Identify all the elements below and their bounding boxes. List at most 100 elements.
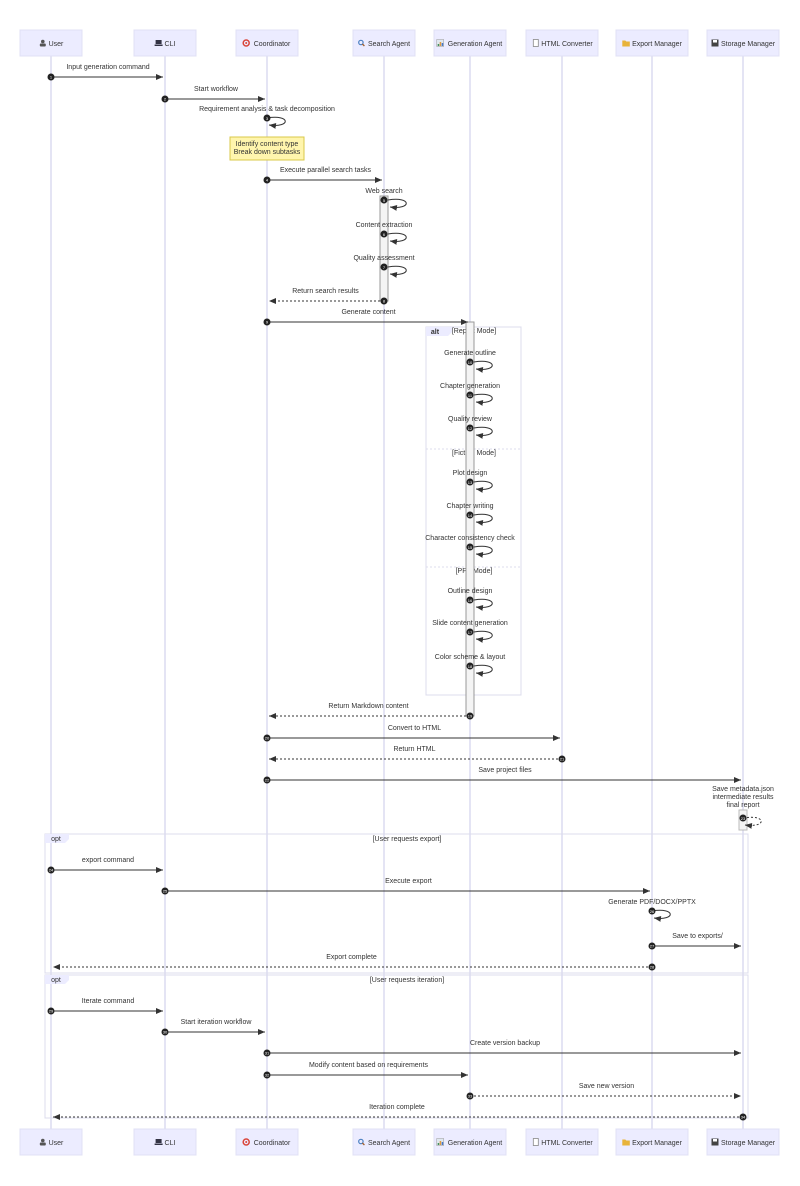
participant-label: Generation Agent [448,1140,503,1147]
participant-box [433,29,507,57]
message-label: Iterate command [82,998,135,1005]
participant-top-export-manager: Export Manager [615,29,689,57]
self-message-arrow [742,816,762,829]
message-32: Modify content based on requirements 32 [263,1062,468,1079]
participant-label: Generation Agent [448,41,503,48]
message-5: Web search 5 [365,188,407,211]
sequence-number: 27 [650,944,655,949]
message-label: Chapter generation [440,383,500,390]
participant-box [133,29,197,57]
disk [711,1138,719,1146]
message-label: Slide content generation [432,620,508,627]
note-text: Identify content type [236,141,299,148]
sequence-number: 16 [468,598,473,603]
message-label: Plot design [453,470,488,477]
message-29: Iterate command 29 [47,998,163,1015]
sequence-number: 13 [468,480,473,485]
folder-icon [622,1139,630,1146]
message-label: Color scheme & layout [435,654,505,661]
sequence-number-badge [263,114,271,122]
opt-fragment [44,974,749,1119]
head [41,1138,45,1143]
sequence-number: 23 [741,816,746,821]
magnifier-icon [358,39,365,47]
message-label: Chapter writing [446,503,493,510]
message-28: Export complete 28 [53,954,656,971]
participant-bottom-user: User [19,1128,83,1156]
message-label: export command [82,857,134,864]
participant-bottom-generation-agent: Generation Agent [433,1128,507,1156]
sequence-number: 15 [468,545,473,550]
laptop-icon [154,1139,163,1145]
message-16: Outline design 16 [448,588,493,611]
participant-label: Coordinator [254,1140,291,1147]
sequence-number-badge [263,318,271,326]
self-message-arrow [266,116,286,129]
participant-label: Storage Manager [721,1140,776,1147]
sequence-number-badge [648,907,656,915]
body [39,1142,46,1146]
message-label: Content extraction [356,222,413,229]
sequence-number: 24 [49,868,54,873]
participant-box [706,1128,780,1156]
message-14: Chapter writing 14 [446,503,494,526]
ring [242,39,250,47]
sequence-number-badge [466,662,474,670]
sequence-number-badge [466,424,474,432]
message-17: Slide content generation 17 [432,620,508,643]
sequence-number-badge [263,176,271,184]
participant-label: HTML Converter [541,41,593,48]
self-message-arrow [473,630,493,643]
message-4: Execute parallel search tasks 4 [263,167,382,184]
magnifier-icon [358,1138,365,1146]
self-message-arrow [473,426,493,439]
sequence-number-badge [380,230,388,238]
alt-keyword-box [426,327,452,336]
base [154,44,163,46]
message-19: Return Markdown content 19 [269,703,474,720]
base [154,1143,163,1145]
sequence-number-badge [380,196,388,204]
participant-box [706,29,780,57]
participant-top-generation-agent: Generation Agent [433,29,507,57]
sequence-number-badge [263,1071,271,1079]
sequence-number-badge [466,596,474,604]
self-message-arrow [651,909,671,922]
bar [437,44,440,46]
dot [245,1141,248,1143]
sequence-number-badge [466,391,474,399]
message-label: Save to exports/ [672,933,723,940]
sequence-number: 12 [468,426,473,431]
bar [441,1142,444,1145]
self-message-arrow [387,232,407,245]
message-label: Return HTML [393,746,435,753]
sequence-number-badge [161,1028,169,1036]
self-message-arrow [473,664,493,677]
sequence-number: 17 [468,630,473,635]
message-label: Save metadata.json [712,786,774,793]
participant-label: User [49,41,64,48]
sequence-number-badge [263,734,271,742]
message-34: Iteration complete 34 [53,1104,747,1121]
user-icon [39,1138,46,1146]
sequence-number: 7 [383,265,386,270]
self-message-arrow [473,513,493,526]
alt-keyword: alt [431,329,440,336]
sequence-number-badge [466,478,474,486]
sequence-number-badge [47,1007,55,1015]
participant-box [19,1128,83,1156]
self-message-arrow [473,393,493,406]
message-label: Convert to HTML [388,725,441,732]
opt-condition-label: [User requests iteration] [370,977,444,984]
message-1: Input generation command 1 [47,64,163,81]
message-label: Generate content [341,309,395,316]
label [713,40,717,43]
message-label: Character consistency check [425,535,515,542]
message-label: Generate PDF/DOCX/PPTX [608,899,696,906]
message-label: Execute parallel search tasks [280,167,372,174]
note-text: Break down subtasks [234,149,301,156]
message-26: Generate PDF/DOCX/PPTX 26 [608,899,696,922]
participant-label: Export Manager [632,1140,682,1147]
